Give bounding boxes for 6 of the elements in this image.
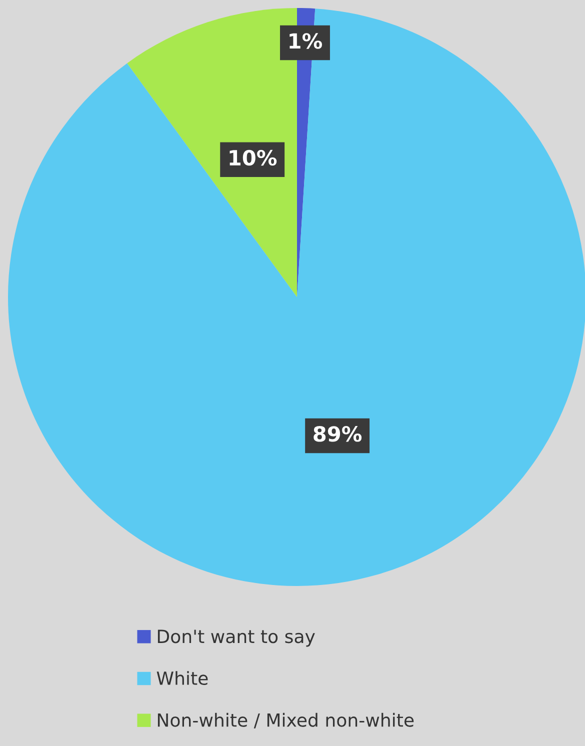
data-label: 10% xyxy=(230,150,277,166)
legend-label: White xyxy=(156,671,208,686)
legend-label: Non-white / Mixed non-white xyxy=(158,712,414,728)
data-label: 89% xyxy=(314,426,362,442)
legend-label: Don't want to say xyxy=(158,630,315,647)
data-label: 1% xyxy=(290,33,322,49)
